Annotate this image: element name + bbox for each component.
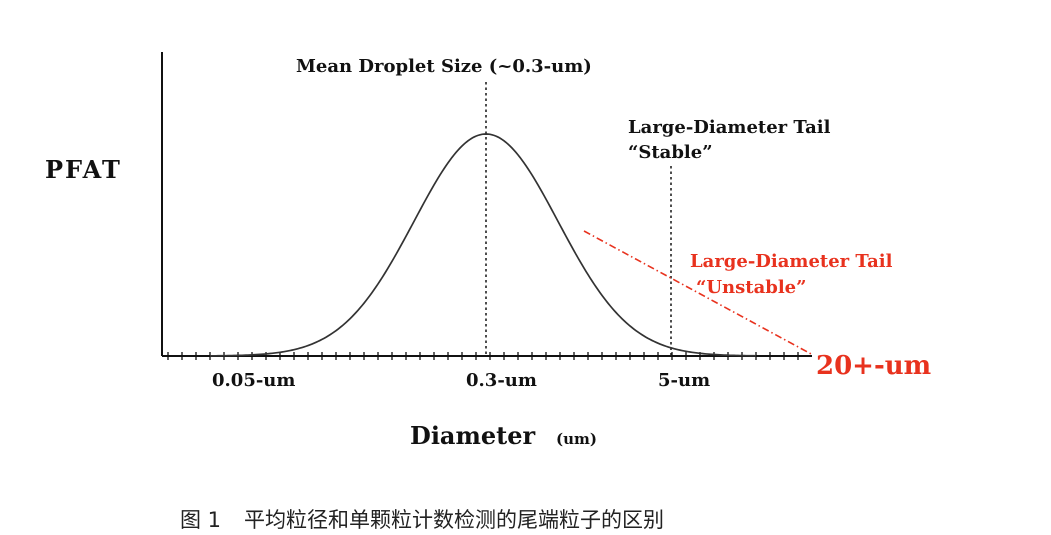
stable-label-line2: “Stable” bbox=[628, 142, 713, 163]
tick-label-0-05um: 0.05-um bbox=[212, 370, 295, 391]
y-axis-label: PFAT bbox=[45, 155, 122, 184]
distribution-curve bbox=[209, 133, 757, 357]
caption-text: 平均粒径和单颗粒计数检测的尾端粒子的区别 bbox=[244, 508, 664, 532]
x-axis-label: Diameter bbox=[410, 421, 536, 450]
stable-label-line1: Large-Diameter Tail bbox=[628, 117, 831, 138]
tick-label-5um: 5-um bbox=[658, 370, 710, 391]
tick-label-20um: 20+-um bbox=[816, 351, 931, 381]
mean-label: Mean Droplet Size (~0.3-um) bbox=[296, 56, 592, 77]
unstable-label-line1: Large-Diameter Tail bbox=[690, 251, 893, 272]
unstable-label-line2: “Unstable” bbox=[696, 277, 806, 298]
tick-label-0-3um: 0.3-um bbox=[466, 370, 537, 391]
x-axis-unit: (um) bbox=[556, 430, 597, 448]
caption-prefix: 图 1 bbox=[180, 508, 221, 532]
x-axis-ticks bbox=[167, 352, 799, 360]
